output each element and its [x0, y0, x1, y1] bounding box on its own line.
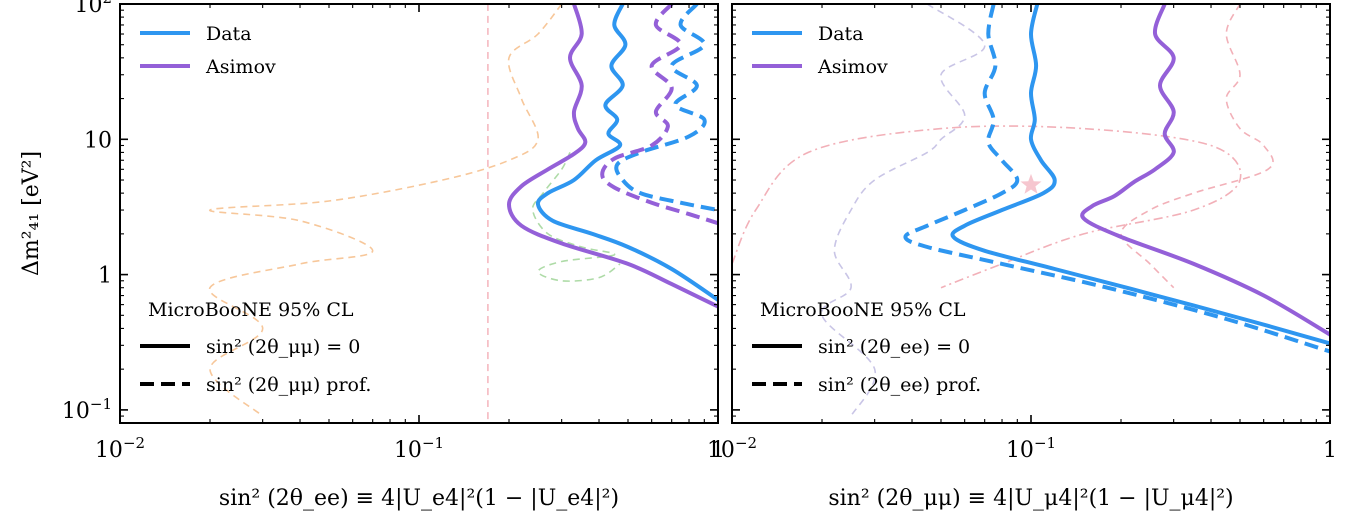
x-axis-label: sin² (2θ_μμ) ≡ 4|U_μ4|²(1 − |U_μ4|²) [828, 486, 1233, 511]
panel-1-background [209, 4, 621, 423]
background-curves [209, 4, 1274, 423]
legend-label-dashed: sin² (2θ_μμ) prof. [206, 374, 371, 396]
panel-1-series [506, 4, 718, 309]
series-data-dashed [903, 4, 1330, 354]
legend-label-dashed: sin² (2θ_ee) prof. [818, 374, 981, 396]
series-curves [506, 4, 1330, 354]
y-tick-label: 1 [98, 264, 112, 289]
background-curve [821, 4, 986, 417]
x-axis-label: sin² (2θ_ee) ≡ 4|U_e4|²(1 − |U_e4|²) [219, 486, 619, 511]
best-fit-star-marker [1020, 173, 1042, 194]
y-axis-label: Δm²₄₁ [eV²] [19, 151, 44, 276]
legend-label-solid: sin² (2θ_μμ) = 0 [206, 336, 360, 358]
series-asimov-dashed [600, 4, 718, 226]
series-asimov-solid [506, 4, 718, 309]
legend-label-data: Data [818, 23, 864, 45]
x-tick-label: 1 [711, 438, 725, 463]
legend-label-solid: sin² (2θ_ee) = 0 [818, 336, 970, 358]
legend-label-asimov: Asimov [817, 56, 888, 78]
legend-title: MicroBooNE 95% CL [148, 299, 354, 321]
background-curve [531, 152, 621, 282]
x-tick-label: 1 [1323, 438, 1337, 463]
axes [119, 3, 1331, 424]
series-data-solid [950, 4, 1330, 346]
legend-label-data: Data [206, 23, 252, 45]
legend-title: MicroBooNE 95% CL [760, 299, 966, 321]
legend-label-asimov: Asimov [205, 56, 276, 78]
x-tick-label: 10−1 [394, 434, 444, 463]
y-tick-label: 102 [74, 0, 112, 18]
labels: 10−2 10−1 1 10−1 1 10 102 sin² (2θ_ee) ≡ 4|U_e4… [19, 0, 1337, 511]
x-tick-label: 10−2 [707, 434, 757, 463]
y-tick-label: 10 [84, 128, 112, 153]
background-curve [732, 125, 1242, 289]
series-asimov-solid [1080, 4, 1330, 337]
x-tick-label: 10−2 [95, 434, 145, 463]
series-data-solid [535, 4, 718, 302]
x-tick-label: 10−1 [1006, 434, 1056, 463]
y-tick-label: 10−1 [62, 395, 112, 424]
panel-2-series [903, 4, 1330, 354]
